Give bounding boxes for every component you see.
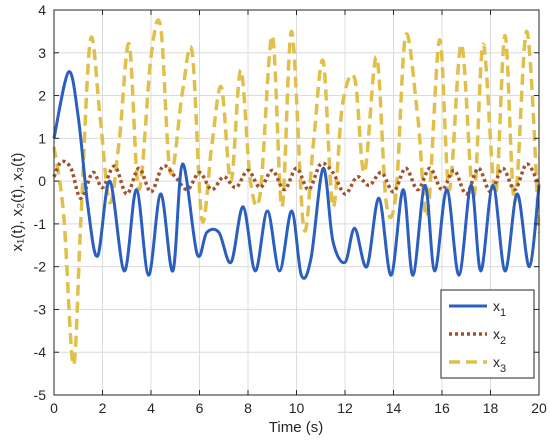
series-line-x2: [52, 159, 541, 200]
series-layer: [52, 18, 541, 367]
x-tick-label: 2: [99, 400, 107, 416]
legend: x1 x2 x3: [440, 289, 535, 379]
y-axis-label: x₁(t), x₂(t), x₃(t): [9, 153, 26, 252]
series-line-x1: [52, 70, 541, 280]
x-tick-label: 0: [50, 400, 58, 416]
y-tick-label: 2: [38, 88, 46, 104]
y-tick-label: -5: [34, 387, 47, 403]
legend-label-x1: x1: [493, 298, 506, 319]
x-tick-label: 8: [244, 400, 252, 416]
legend-label-x2: x2: [493, 326, 506, 347]
y-tick-label: -1: [34, 216, 47, 232]
x-tick-label: 6: [196, 400, 204, 416]
y-tick-label: -3: [34, 301, 47, 317]
x-tick-label: 4: [147, 400, 155, 416]
y-tick-label: 0: [38, 173, 46, 189]
x-tick-label: 20: [531, 400, 547, 416]
y-tick-label: -4: [34, 344, 47, 360]
y-tick-label: 3: [38, 45, 46, 61]
legend-box: [440, 289, 535, 379]
x-tick-label: 10: [289, 400, 305, 416]
x-tick-label: 18: [483, 400, 499, 416]
x-tick-label: 14: [386, 400, 402, 416]
series-line-x3: [52, 18, 541, 367]
x-axis-label: Time (s): [269, 419, 323, 436]
y-tick-label: 4: [38, 2, 46, 18]
legend-label-x3: x3: [493, 354, 506, 375]
y-tick-label: -2: [34, 259, 47, 275]
x-tick-label: 12: [337, 400, 353, 416]
y-tick-label: 1: [38, 130, 46, 146]
x-tick-label: 16: [434, 400, 450, 416]
